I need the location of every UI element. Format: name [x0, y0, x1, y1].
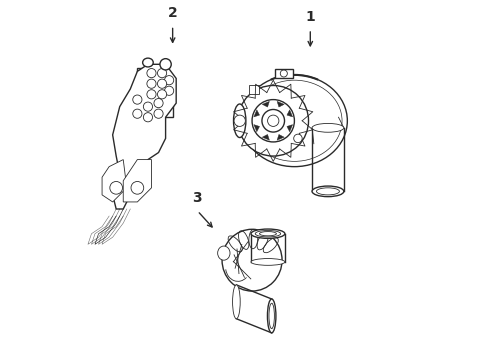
Ellipse shape	[222, 229, 282, 291]
Ellipse shape	[143, 58, 153, 67]
Ellipse shape	[268, 299, 276, 333]
Circle shape	[165, 86, 174, 95]
Ellipse shape	[234, 104, 246, 138]
Circle shape	[154, 99, 163, 108]
Circle shape	[144, 102, 152, 111]
Polygon shape	[262, 102, 270, 107]
Polygon shape	[246, 114, 261, 128]
Circle shape	[154, 109, 163, 118]
Polygon shape	[113, 64, 176, 209]
Polygon shape	[102, 159, 127, 202]
Polygon shape	[254, 125, 260, 132]
Polygon shape	[275, 68, 293, 78]
Text: 3: 3	[193, 192, 202, 206]
Circle shape	[147, 90, 156, 99]
Circle shape	[160, 59, 171, 70]
Polygon shape	[137, 68, 166, 96]
Polygon shape	[130, 89, 172, 117]
Ellipse shape	[312, 123, 344, 132]
Circle shape	[147, 68, 156, 78]
Circle shape	[234, 115, 245, 126]
Circle shape	[110, 181, 122, 194]
Ellipse shape	[312, 186, 344, 197]
Circle shape	[147, 79, 156, 88]
Circle shape	[262, 109, 285, 132]
Polygon shape	[287, 110, 293, 117]
Ellipse shape	[251, 229, 285, 238]
Circle shape	[133, 109, 142, 118]
Polygon shape	[254, 110, 260, 117]
Ellipse shape	[251, 258, 285, 265]
Circle shape	[144, 113, 152, 122]
Circle shape	[252, 100, 294, 142]
Ellipse shape	[233, 285, 240, 319]
Circle shape	[131, 181, 144, 194]
Text: 2: 2	[168, 6, 177, 20]
Text: 1: 1	[305, 10, 315, 24]
Ellipse shape	[218, 246, 230, 260]
Ellipse shape	[242, 75, 347, 167]
Polygon shape	[248, 85, 259, 94]
Ellipse shape	[269, 303, 274, 329]
Circle shape	[238, 85, 309, 156]
Polygon shape	[277, 102, 284, 107]
Circle shape	[157, 90, 167, 99]
Ellipse shape	[255, 230, 281, 237]
Circle shape	[165, 76, 174, 85]
Polygon shape	[277, 135, 284, 140]
Polygon shape	[262, 135, 270, 140]
Circle shape	[157, 79, 167, 88]
Polygon shape	[287, 125, 293, 132]
Circle shape	[133, 95, 142, 104]
Polygon shape	[123, 159, 151, 202]
Circle shape	[157, 68, 167, 78]
Circle shape	[294, 134, 302, 143]
